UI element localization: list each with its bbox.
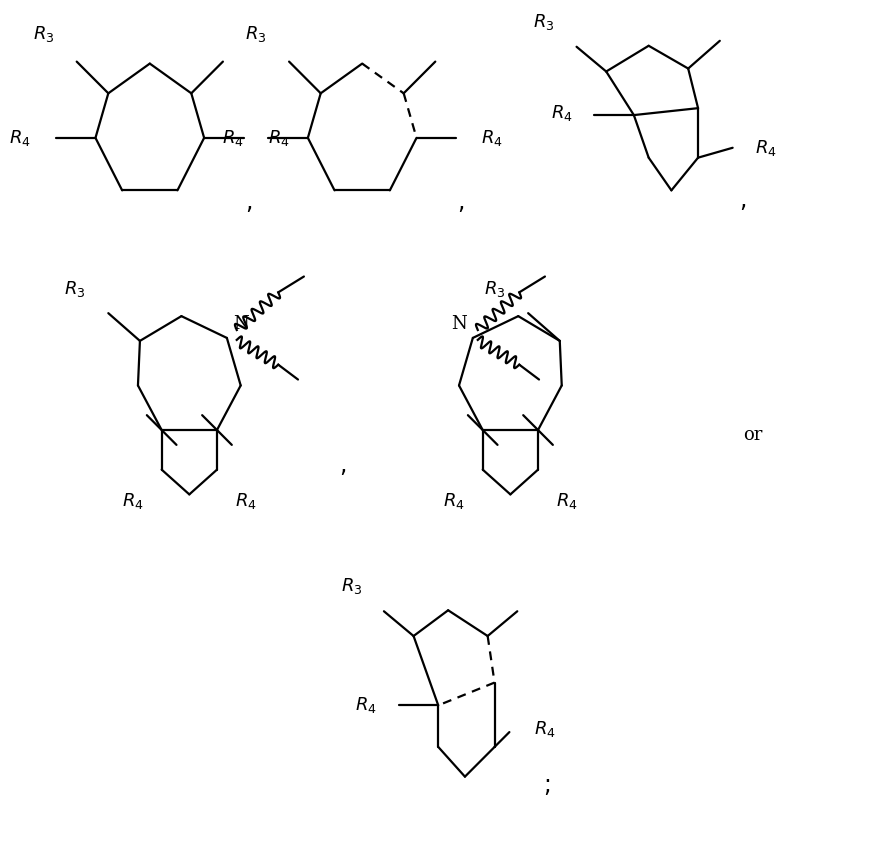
Text: $R_4$: $R_4$ (235, 491, 256, 511)
Text: ,: , (339, 452, 347, 477)
Text: $R_3$: $R_3$ (245, 23, 266, 44)
Text: $R_3$: $R_3$ (33, 23, 54, 44)
Text: $R_3$: $R_3$ (533, 12, 555, 32)
Text: $R_4$: $R_4$ (355, 695, 377, 715)
Text: ;: ; (543, 772, 551, 797)
Text: $R_4$: $R_4$ (755, 138, 777, 157)
Text: $R_4$: $R_4$ (481, 128, 502, 148)
Text: or: or (743, 426, 762, 444)
Text: N: N (232, 315, 248, 333)
Text: ,: , (457, 190, 465, 215)
Text: ,: , (739, 189, 746, 212)
Text: $R_3$: $R_3$ (65, 279, 86, 299)
Text: $R_4$: $R_4$ (443, 491, 465, 511)
Text: $R_4$: $R_4$ (10, 128, 31, 148)
Text: $R_3$: $R_3$ (340, 576, 362, 596)
Text: $R_4$: $R_4$ (122, 491, 144, 511)
Text: $R_4$: $R_4$ (222, 128, 244, 148)
Text: $R_4$: $R_4$ (551, 103, 573, 123)
Text: $R_4$: $R_4$ (269, 128, 290, 148)
Text: $R_4$: $R_4$ (556, 491, 577, 511)
Text: $R_3$: $R_3$ (484, 279, 506, 299)
Text: N: N (451, 315, 467, 333)
Text: $R_4$: $R_4$ (534, 719, 556, 739)
Text: ,: , (245, 190, 252, 215)
